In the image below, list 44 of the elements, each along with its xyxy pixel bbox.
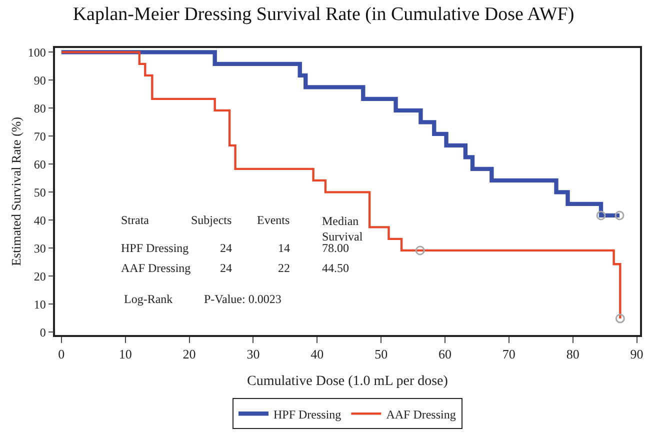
legend-label: HPF Dressing xyxy=(274,407,342,422)
y-tick-label: 60 xyxy=(34,157,46,172)
x-tick-label: 40 xyxy=(310,346,324,362)
annotation: Strata xyxy=(121,213,150,227)
annotation: 24 xyxy=(220,261,232,275)
point xyxy=(415,246,425,256)
x-tick-label: 80 xyxy=(566,346,580,362)
x-tick-label: 70 xyxy=(502,346,516,362)
annotation: 78.00 xyxy=(322,241,349,255)
y-tick-label: 70 xyxy=(34,129,46,144)
point xyxy=(614,210,624,220)
annotation: AAF Dressing xyxy=(121,261,191,275)
x-tick-label: 90 xyxy=(630,346,644,362)
y-tick-label: 50 xyxy=(34,185,46,200)
x-tick-label: 60 xyxy=(438,346,452,362)
y-tick-label: 80 xyxy=(34,101,46,116)
annotation: 24 xyxy=(220,241,232,255)
annotation: P-Value: 0.0023 xyxy=(204,292,282,306)
annotation: 14 xyxy=(278,241,290,255)
legend-label: AAF Dressing xyxy=(386,407,456,422)
annotation: Median Survival xyxy=(322,214,364,244)
point xyxy=(596,210,606,220)
y-axis-title: Estimated Survival Rate (%) xyxy=(8,116,24,266)
x-axis-title: Cumulative Dose (1.0 mL per dose) xyxy=(247,374,448,390)
annotation: 44.50 xyxy=(322,261,349,275)
x-tick-label: 30 xyxy=(246,346,260,362)
x-tick-label: 50 xyxy=(374,346,388,362)
y-tick-label: 0 xyxy=(40,325,46,340)
annotation: Events xyxy=(257,213,290,227)
x-tick-label: 20 xyxy=(182,346,196,362)
y-tick-label: 10 xyxy=(34,297,46,312)
y-tick-label: 90 xyxy=(34,73,46,88)
y-tick-label: 100 xyxy=(28,45,46,60)
annotation: 22 xyxy=(278,261,290,275)
chart-title: Kaplan-Meier Dressing Survival Rate (in Cumulative Dose AWF) xyxy=(72,4,574,25)
point xyxy=(615,314,625,324)
annotation: Log-Rank xyxy=(124,292,173,306)
y-tick-label: 40 xyxy=(34,213,46,228)
x-tick-label: 10 xyxy=(118,346,132,362)
annotation: Subjects xyxy=(191,213,232,227)
y-tick-label: 20 xyxy=(34,269,46,284)
annotation: HPF Dressing xyxy=(121,241,189,255)
x-tick-label: 0 xyxy=(58,346,65,362)
y-tick-label: 30 xyxy=(34,241,46,256)
